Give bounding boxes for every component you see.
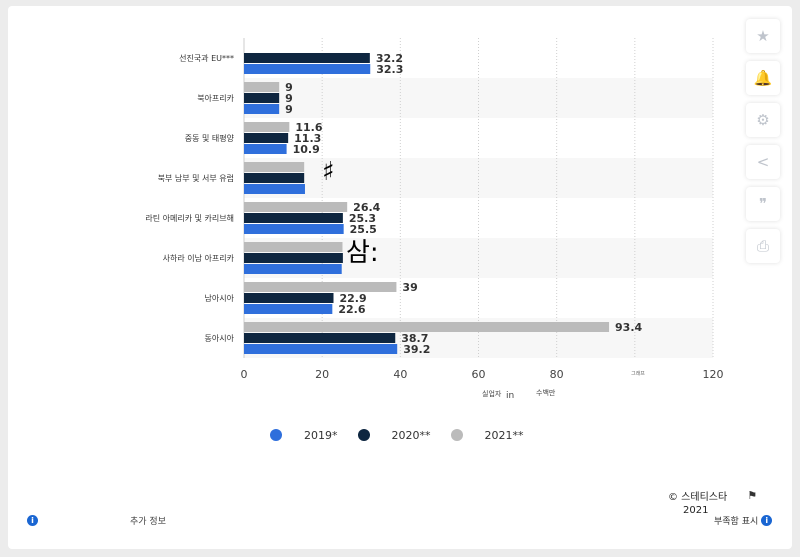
data-label: 9 xyxy=(285,92,293,105)
share-icon[interactable]: < xyxy=(746,145,780,179)
side-toolbar: ★ 🔔 ⚙ < ❞ ⎙ xyxy=(746,19,780,271)
report-info-icon: i xyxy=(761,515,773,526)
legend-item-2019[interactable]: 2019* xyxy=(270,429,338,442)
bar-2019 xyxy=(244,184,305,194)
data-label: 38.7 xyxy=(401,332,428,345)
bar-2020 xyxy=(244,53,370,63)
data-label: 11.6 xyxy=(295,121,322,134)
category-label: 북부 남부 및 서부 유럽 xyxy=(158,173,234,183)
data-label: 39.2 xyxy=(403,343,430,356)
legend-swatch-2020 xyxy=(357,429,370,441)
x-tick-small-label: 그래프 xyxy=(631,370,645,377)
bar-2021 xyxy=(244,82,280,92)
bar-2021 xyxy=(244,162,305,172)
source-credit: © 스테티스타 ⚑ 2021 xyxy=(668,488,778,516)
copyright-year: 2021 xyxy=(683,505,709,516)
data-label: 26.4 xyxy=(353,201,380,214)
data-label: 25.3 xyxy=(349,212,376,225)
legend-swatch-2021 xyxy=(450,429,463,441)
bar-2019 xyxy=(244,264,342,274)
bar-2019 xyxy=(244,104,280,114)
legend-label-2021: 2021** xyxy=(484,428,524,442)
bar-2021 xyxy=(244,282,397,292)
bar-2020 xyxy=(244,293,334,303)
flag-icon[interactable]: ⚑ xyxy=(747,489,758,502)
gear-icon[interactable]: ⚙ xyxy=(746,103,780,137)
bar-2019 xyxy=(244,344,398,354)
data-label: 32.2 xyxy=(376,52,403,65)
category-label: 선진국과 EU*** xyxy=(179,53,234,63)
quote-icon[interactable]: ❞ xyxy=(746,187,780,221)
data-label: 39 xyxy=(402,281,417,294)
bar-2021 xyxy=(244,242,343,252)
data-label: 9 xyxy=(285,103,293,116)
bar-2021 xyxy=(244,322,610,332)
data-label: 32.3 xyxy=(376,63,403,76)
x-axis-label-part: in xyxy=(506,391,514,401)
bar-2020 xyxy=(244,173,305,183)
bar-2019 xyxy=(244,64,371,74)
bar-2019 xyxy=(244,144,287,154)
bar-2021 xyxy=(244,122,290,132)
x-tick-label: 40 xyxy=(393,368,407,381)
print-icon[interactable]: ⎙ xyxy=(746,229,780,263)
legend-swatch-2019 xyxy=(270,429,282,441)
copyright-text[interactable]: © 스테티스타 xyxy=(668,492,728,503)
category-label: 동아시아 xyxy=(205,333,235,343)
bar-2019 xyxy=(244,224,344,234)
bar-2020 xyxy=(244,333,396,343)
x-axis-label-part: 수백만 xyxy=(536,388,556,397)
data-label: 11.3 xyxy=(294,132,321,145)
info-icon: i xyxy=(27,515,38,526)
legend-item-2021[interactable]: 2021** xyxy=(450,428,524,442)
legend-label-2020: 2020** xyxy=(391,428,431,442)
x-tick-label: 60 xyxy=(472,368,486,381)
data-label: 22.9 xyxy=(340,292,367,305)
more-info-label: 추가 정보 xyxy=(130,517,166,527)
legend-label-2019: 2019* xyxy=(304,428,338,442)
bell-icon[interactable]: 🔔 xyxy=(746,61,780,95)
category-label: 북아프리카 xyxy=(197,93,234,103)
bar-2020 xyxy=(244,213,343,223)
data-label: 22.6 xyxy=(338,303,365,316)
x-tick-label: 0 xyxy=(241,368,248,381)
x-axis-label-part: 실업자 xyxy=(482,389,502,398)
bar-2021 xyxy=(244,202,348,212)
x-tick-label: 20 xyxy=(315,368,329,381)
x-tick-label: 80 xyxy=(550,368,564,381)
legend-item-2020[interactable]: 2020** xyxy=(357,428,431,442)
report-link[interactable]: 부족함 표시 i xyxy=(714,514,773,527)
data-label: 25.5 xyxy=(350,223,377,236)
star-icon[interactable]: ★ xyxy=(746,19,780,53)
category-label: 라틴 아메리카 및 카리브해 xyxy=(145,213,234,223)
data-label: 10.9 xyxy=(293,143,320,156)
x-tick-label: 120 xyxy=(703,368,724,381)
bar-2019 xyxy=(244,304,333,314)
category-label: 남아시아 xyxy=(205,293,235,303)
report-label: 부족함 표시 xyxy=(714,517,759,527)
bar-2020 xyxy=(244,253,343,263)
more-info-link[interactable]: i 추가 정보 xyxy=(27,514,166,527)
category-label: 사하라 이남 아프리카 xyxy=(163,253,235,263)
data-label: 93.4 xyxy=(615,321,642,334)
data-label: 9 xyxy=(285,81,293,94)
chart-legend: 2019* 2020** 2021** xyxy=(270,427,544,443)
bar-2020 xyxy=(244,93,280,103)
category-label: 중동 및 태평양 xyxy=(185,133,235,143)
bar-2020 xyxy=(244,133,289,143)
